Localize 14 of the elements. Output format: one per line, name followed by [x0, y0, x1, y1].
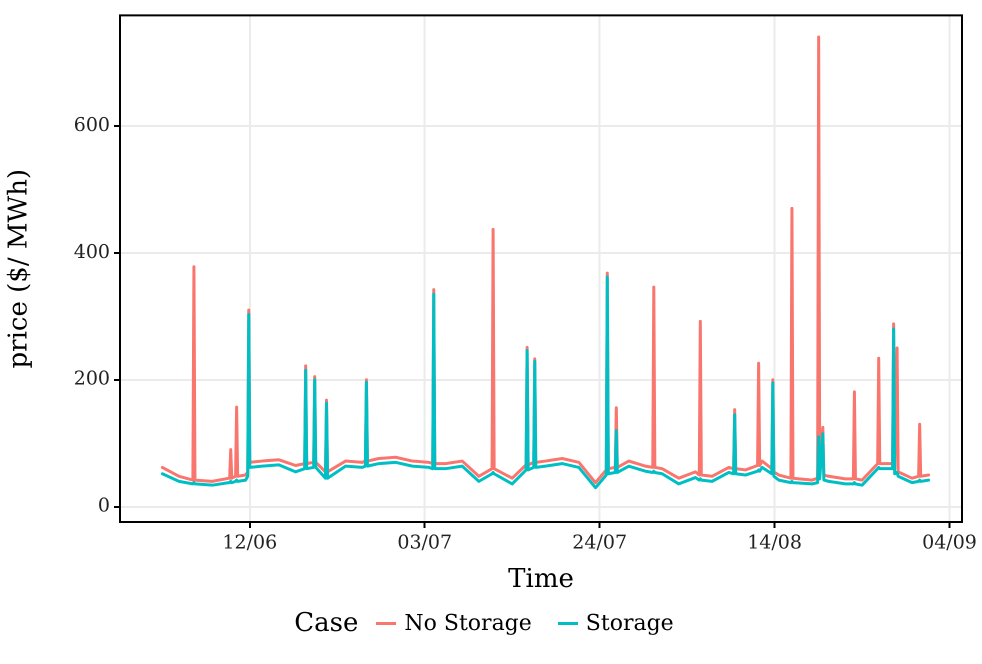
x-tick-label: 04/09 [922, 531, 977, 554]
legend-title: Case [294, 608, 358, 638]
legend-label: No Storage [404, 610, 532, 636]
x-tick-label: 24/07 [572, 531, 628, 554]
y-tick-label: 400 [74, 240, 110, 263]
legend-label: Storage [586, 610, 674, 636]
x-axis-title: Time [508, 564, 574, 594]
y-tick-label: 0 [98, 494, 110, 517]
y-axis-title: price ($/ MWh) [3, 168, 34, 368]
x-tick-label: 12/06 [222, 531, 278, 554]
y-tick-label: 200 [74, 368, 110, 390]
x-tick-label: 03/07 [397, 531, 452, 554]
x-tick-label: 14/08 [747, 531, 802, 554]
y-tick-label: 600 [74, 114, 110, 136]
